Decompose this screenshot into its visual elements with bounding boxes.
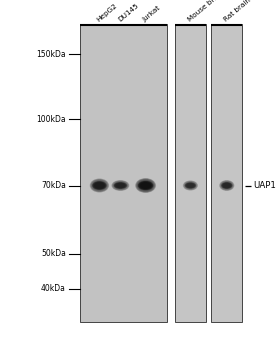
- Ellipse shape: [111, 180, 129, 191]
- Ellipse shape: [90, 179, 109, 192]
- Ellipse shape: [138, 181, 153, 190]
- Text: 40kDa: 40kDa: [41, 284, 66, 293]
- Text: 150kDa: 150kDa: [36, 50, 66, 59]
- Ellipse shape: [186, 183, 195, 188]
- Ellipse shape: [139, 182, 152, 189]
- Ellipse shape: [221, 182, 232, 189]
- Bar: [175, 25, 206, 322]
- Ellipse shape: [114, 182, 127, 189]
- Ellipse shape: [92, 181, 107, 190]
- Ellipse shape: [222, 183, 231, 188]
- Ellipse shape: [90, 179, 108, 192]
- Ellipse shape: [220, 180, 234, 191]
- Ellipse shape: [136, 179, 155, 192]
- Ellipse shape: [114, 182, 127, 189]
- Ellipse shape: [116, 183, 125, 188]
- Ellipse shape: [219, 180, 235, 191]
- Ellipse shape: [221, 182, 233, 189]
- Bar: [80, 25, 167, 322]
- Ellipse shape: [115, 183, 126, 188]
- Ellipse shape: [186, 183, 195, 188]
- Ellipse shape: [136, 178, 155, 192]
- Ellipse shape: [112, 181, 129, 190]
- Ellipse shape: [220, 181, 234, 190]
- Ellipse shape: [137, 179, 155, 192]
- Ellipse shape: [112, 180, 129, 191]
- Ellipse shape: [112, 180, 129, 191]
- Ellipse shape: [94, 182, 105, 189]
- Ellipse shape: [136, 178, 156, 192]
- Ellipse shape: [219, 180, 234, 191]
- Text: 50kDa: 50kDa: [41, 249, 66, 258]
- Ellipse shape: [138, 181, 153, 190]
- Text: 100kDa: 100kDa: [36, 114, 66, 124]
- Ellipse shape: [90, 178, 109, 192]
- Ellipse shape: [140, 182, 151, 189]
- Ellipse shape: [91, 179, 108, 192]
- Ellipse shape: [185, 182, 196, 189]
- Ellipse shape: [93, 182, 106, 189]
- Bar: [211, 25, 242, 322]
- Ellipse shape: [90, 178, 109, 192]
- Ellipse shape: [183, 181, 198, 190]
- Ellipse shape: [135, 178, 156, 193]
- Text: Jurkat: Jurkat: [142, 5, 162, 23]
- Ellipse shape: [185, 183, 195, 188]
- Text: Rat brain: Rat brain: [223, 0, 252, 23]
- Ellipse shape: [90, 179, 109, 192]
- Ellipse shape: [222, 182, 232, 189]
- Text: 70kDa: 70kDa: [41, 181, 66, 190]
- Ellipse shape: [136, 179, 155, 192]
- Ellipse shape: [139, 181, 153, 190]
- Ellipse shape: [92, 181, 106, 190]
- Ellipse shape: [94, 182, 105, 189]
- Text: UAP1: UAP1: [253, 181, 276, 190]
- Ellipse shape: [115, 183, 126, 188]
- Ellipse shape: [220, 180, 234, 191]
- Ellipse shape: [111, 180, 129, 191]
- Ellipse shape: [183, 181, 198, 190]
- Ellipse shape: [114, 182, 127, 189]
- Ellipse shape: [91, 179, 108, 192]
- Ellipse shape: [136, 179, 155, 192]
- Ellipse shape: [223, 183, 231, 188]
- Text: Mouse brain: Mouse brain: [186, 0, 224, 23]
- Ellipse shape: [139, 182, 152, 189]
- Ellipse shape: [222, 183, 232, 188]
- Ellipse shape: [93, 182, 106, 189]
- Ellipse shape: [135, 178, 156, 193]
- Text: HepG2: HepG2: [95, 2, 118, 23]
- Ellipse shape: [185, 182, 196, 189]
- Text: DU145: DU145: [116, 2, 139, 23]
- Ellipse shape: [183, 180, 198, 191]
- Ellipse shape: [183, 181, 198, 190]
